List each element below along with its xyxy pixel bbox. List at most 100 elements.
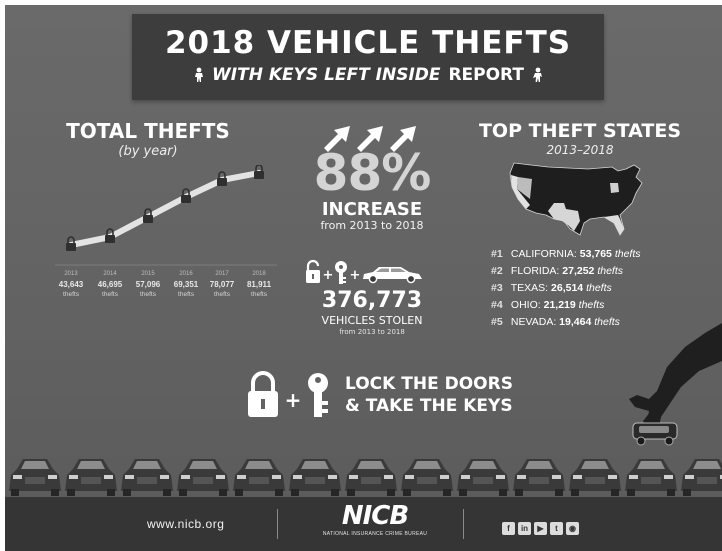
plus-sign: + — [285, 388, 302, 412]
facebook-icon[interactable]: f — [502, 522, 515, 535]
state-name: OHIO: — [510, 299, 541, 311]
year-unit: thefts — [63, 291, 79, 298]
year-label: 2014 — [103, 271, 117, 277]
state-unit: thefts — [597, 265, 624, 277]
state-unit: thefts — [594, 316, 620, 328]
state-name: NEVADA: — [510, 316, 557, 328]
year-stat: 46,695 thefts — [90, 280, 130, 300]
toy-car-icon — [632, 422, 678, 446]
increase-arrows — [324, 126, 416, 152]
point-lock-icon — [104, 228, 116, 244]
car-icon — [363, 267, 422, 284]
car-icon — [9, 459, 61, 496]
year-unit: thefts — [251, 291, 267, 298]
top-states-subtitle: 2013–2018 — [546, 143, 614, 157]
footer-divider — [277, 509, 278, 539]
year-value: 46,695 — [97, 280, 123, 289]
state-value: 27,252 — [562, 265, 595, 277]
point-lock-icon — [180, 188, 192, 204]
highlight-state-ohio — [610, 183, 619, 193]
car-icon — [457, 459, 509, 496]
total-thefts-title: TOTAL THEFTS — [66, 119, 230, 143]
car-icon — [401, 459, 453, 496]
highlight-state-california — [511, 175, 530, 209]
state-unit: thefts — [578, 299, 605, 311]
lock-icon — [306, 259, 320, 283]
state-rank: #2 — [491, 265, 503, 277]
car-icon — [345, 459, 397, 496]
linkedin-icon[interactable]: in — [518, 522, 531, 535]
state-value: 21,219 — [543, 299, 576, 311]
plus-sign: + — [323, 268, 334, 283]
title-banner: 2018 VEHICLE THEFTS WITH KEYS LEFT INSID… — [132, 14, 604, 100]
state-value: 53,765 — [579, 248, 612, 260]
trend-line — [68, 170, 262, 248]
lock-icon — [248, 371, 278, 417]
highlight-state-nevada — [517, 177, 532, 199]
year-stat: 81,911 thefts — [239, 280, 279, 300]
year-unit: thefts — [140, 291, 156, 298]
state-value: 19,464 — [559, 316, 592, 328]
year-value: 57,096 — [135, 280, 161, 289]
year-stat: 69,351 thefts — [166, 280, 206, 300]
state-name: CALIFORNIA: — [510, 248, 577, 260]
year-value: 43,643 — [58, 280, 84, 289]
instagram-icon[interactable]: ◉ — [566, 522, 579, 535]
state-rank: #4 — [491, 299, 503, 311]
thief-icon — [532, 67, 542, 82]
twitter-icon[interactable]: t — [550, 522, 563, 535]
subtitle-report: REPORT — [448, 65, 524, 85]
highlight-state-texas — [548, 203, 580, 231]
list-item: #3 TEXAS: 26,514 thefts — [491, 280, 711, 297]
year-label: 2017 — [215, 271, 229, 277]
year-value: 81,911 — [246, 280, 272, 289]
car-icon — [121, 459, 173, 496]
year-label: 2015 — [141, 271, 155, 277]
year-value: 69,351 — [173, 280, 199, 289]
state-unit: thefts — [614, 248, 641, 260]
youtube-icon[interactable]: ▶ — [534, 522, 547, 535]
year-label: 2013 — [64, 271, 78, 277]
year-unit: thefts — [102, 291, 118, 298]
car-icon — [177, 459, 229, 496]
year-value: 78,077 — [209, 280, 235, 289]
state-name: TEXAS: — [510, 282, 549, 294]
cta-lock-key-icons: + — [248, 371, 328, 417]
point-lock-icon — [142, 208, 154, 224]
year-stat: 57,096 thefts — [128, 280, 168, 300]
point-lock-icon — [65, 236, 77, 252]
stolen-sublabel: from 2013 to 2018 — [339, 328, 405, 336]
lock-key-car-icons: + + — [306, 259, 422, 284]
point-lock-icon — [253, 165, 265, 180]
car-icon — [513, 459, 565, 496]
stolen-label: VEHICLES STOLEN — [321, 314, 423, 327]
state-name: FLORIDA: — [510, 265, 560, 277]
footer-divider — [463, 509, 464, 539]
cta-line-1: LOCK THE DOORS — [345, 374, 513, 394]
increase-percent: 88% — [313, 144, 432, 202]
car-row — [9, 459, 722, 496]
cta-line-2: & TAKE THE KEYS — [345, 396, 513, 416]
key-icon — [335, 261, 347, 284]
us-map-icon — [509, 162, 643, 236]
year-stat: 43,643 thefts — [51, 280, 91, 300]
stolen-number: 376,773 — [321, 288, 423, 313]
footer-url-link[interactable]: www.nicb.org — [147, 517, 225, 531]
year-unit: thefts — [214, 291, 230, 298]
car-icon — [681, 459, 722, 496]
up-arrow-icon — [357, 126, 383, 152]
up-arrow-icon — [390, 126, 416, 152]
nicb-logo: NICB NATIONAL INSURANCE CRIME BUREAU — [305, 501, 445, 538]
year-label: 2018 — [252, 271, 266, 277]
page-subtitle: WITH KEYS LEFT INSIDE REPORT — [132, 65, 604, 85]
top-states-list: #1 CALIFORNIA: 53,765 thefts #2 FLORIDA:… — [491, 246, 711, 331]
state-value: 26,514 — [551, 282, 584, 294]
list-item: #5 NEVADA: 19,464 thefts — [491, 314, 711, 331]
infographic-poster: 2018 VEHICLE THEFTS WITH KEYS LEFT INSID… — [5, 5, 722, 551]
car-icon — [625, 459, 677, 496]
state-rank: #3 — [491, 282, 503, 294]
car-icon — [65, 459, 117, 496]
up-arrow-icon — [324, 126, 350, 152]
list-item: #4 OHIO: 21,219 thefts — [491, 297, 711, 314]
footer: www.nicb.org NICB NATIONAL INSURANCE CRI… — [5, 497, 722, 551]
